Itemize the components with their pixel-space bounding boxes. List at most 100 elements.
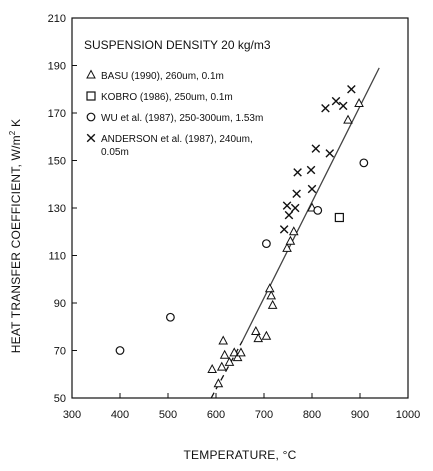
triangle-point <box>267 299 278 309</box>
triangle-marker-shape <box>354 97 364 107</box>
x-marker-stroke <box>306 165 316 175</box>
circle-marker-shape <box>165 312 175 322</box>
x-marker-stroke <box>325 149 335 158</box>
y-tick-label: 150 <box>48 156 66 168</box>
triangle-point <box>232 352 243 362</box>
x-point <box>321 103 330 113</box>
triangle-marker-shape <box>288 226 299 236</box>
triangle-marker-shape <box>218 335 229 345</box>
triangle-marker-shape <box>236 347 246 357</box>
x-marker-stroke <box>338 101 348 111</box>
x-marker-stroke <box>284 210 294 220</box>
y-axis-title-main: HEAT TRANSFER COEFFICIENT, W/m <box>9 135 23 353</box>
triangle-point <box>213 378 224 388</box>
triangle-marker-shape <box>229 347 240 357</box>
legend-entry-label: ANDERSON et al. (1987), 240um, <box>101 134 253 145</box>
y-tick-label: 110 <box>48 251 66 263</box>
legend-marker-square <box>86 91 96 101</box>
x-tick-label: 300 <box>63 409 81 421</box>
circle-point <box>165 312 175 322</box>
triangle-marker-shape <box>224 356 235 366</box>
triangle-marker-shape <box>264 283 275 293</box>
y-axis-title: HEAT TRANSFER COEFFICIENT, W/m2 K <box>8 119 23 353</box>
triangle-marker-shape <box>232 352 243 362</box>
circle-marker-shape <box>115 346 125 355</box>
legend-entry-label-line2: 0.05m <box>101 147 129 158</box>
circle-point <box>262 239 271 249</box>
circle-marker-shape <box>313 205 323 215</box>
triangle-marker-shape <box>86 69 96 79</box>
legend-marker-circle <box>86 112 96 122</box>
triangle-point <box>343 114 353 124</box>
triangle-marker-shape <box>219 349 230 359</box>
legend-marker-x <box>86 133 96 143</box>
triangle-point <box>216 361 227 371</box>
triangle-point <box>288 226 299 236</box>
triangle-marker-shape <box>285 235 296 245</box>
legend-marker-triangle <box>86 69 96 79</box>
triangle-point <box>236 347 246 357</box>
triangle-point <box>264 283 275 293</box>
y-tick-label: 50 <box>54 393 66 405</box>
triangle-marker-shape <box>267 299 278 309</box>
triangle-point <box>251 325 261 335</box>
x-marker-stroke <box>292 189 301 199</box>
x-tick-label: 1000 <box>396 409 420 421</box>
legend-entry-label: WU et al. (1987), 250-300um, 1.53m <box>101 113 263 124</box>
y-axis-title-tail: K <box>9 119 23 131</box>
y-tick-label: 190 <box>48 61 66 73</box>
circle-point <box>115 346 125 355</box>
triangle-marker-shape <box>282 242 292 252</box>
x-axis-title: TEMPERATURE, °C <box>184 448 297 462</box>
triangle-point <box>219 349 230 359</box>
x-tick-label: 800 <box>303 409 321 421</box>
x-point <box>311 144 321 153</box>
fit-line-dashed <box>210 340 243 399</box>
x-point <box>331 96 341 106</box>
triangle-point <box>224 356 235 366</box>
y-tick-label: 130 <box>48 203 66 215</box>
square-marker-shape <box>334 212 344 223</box>
triangle-point <box>266 290 277 300</box>
triangle-point <box>253 333 264 343</box>
x-point <box>284 210 294 220</box>
x-marker-stroke <box>307 184 317 194</box>
x-marker-stroke <box>311 144 321 153</box>
circle-point <box>313 205 323 215</box>
x-marker-stroke <box>347 84 356 94</box>
y-axis-title-superscript: 2 <box>8 130 17 135</box>
triangle-marker-shape <box>213 378 224 388</box>
x-marker-stroke <box>282 201 292 210</box>
y-tick-label: 210 <box>48 13 66 25</box>
triangle-marker-shape <box>343 114 353 124</box>
triangle-point <box>261 330 272 340</box>
x-point <box>290 203 300 213</box>
x-tick-label: 700 <box>255 409 273 421</box>
x-point <box>279 225 289 234</box>
x-marker-stroke <box>331 96 341 106</box>
legend-entry-label: KOBRO (1986), 250um, 0.1m <box>101 92 233 103</box>
x-point <box>306 165 316 175</box>
x-point <box>293 168 302 177</box>
suspension-density-annotation: SUSPENSION DENSITY 20 kg/m3 <box>84 38 271 52</box>
circle-marker-shape <box>262 239 271 249</box>
x-marker-stroke <box>321 103 330 113</box>
triangle-marker-shape <box>216 361 227 371</box>
x-point <box>347 84 356 94</box>
x-point <box>338 101 348 111</box>
y-tick-label: 170 <box>48 108 66 120</box>
x-point <box>282 201 292 210</box>
legend-entry-label: BASU (1990), 260um, 0.1m <box>101 71 224 82</box>
triangle-marker-shape <box>253 333 264 343</box>
triangle-marker-shape <box>251 325 261 335</box>
circle-marker-shape <box>359 158 369 168</box>
y-tick-label: 70 <box>54 346 66 358</box>
triangle-point <box>354 97 364 107</box>
triangle-point <box>229 347 240 357</box>
legend: BASU (1990), 260um, 0.1m KOBRO (1986), 25… <box>86 69 263 158</box>
triangle-marker-shape <box>207 363 217 373</box>
triangle-point <box>218 335 229 345</box>
x-marker-stroke <box>293 168 302 177</box>
